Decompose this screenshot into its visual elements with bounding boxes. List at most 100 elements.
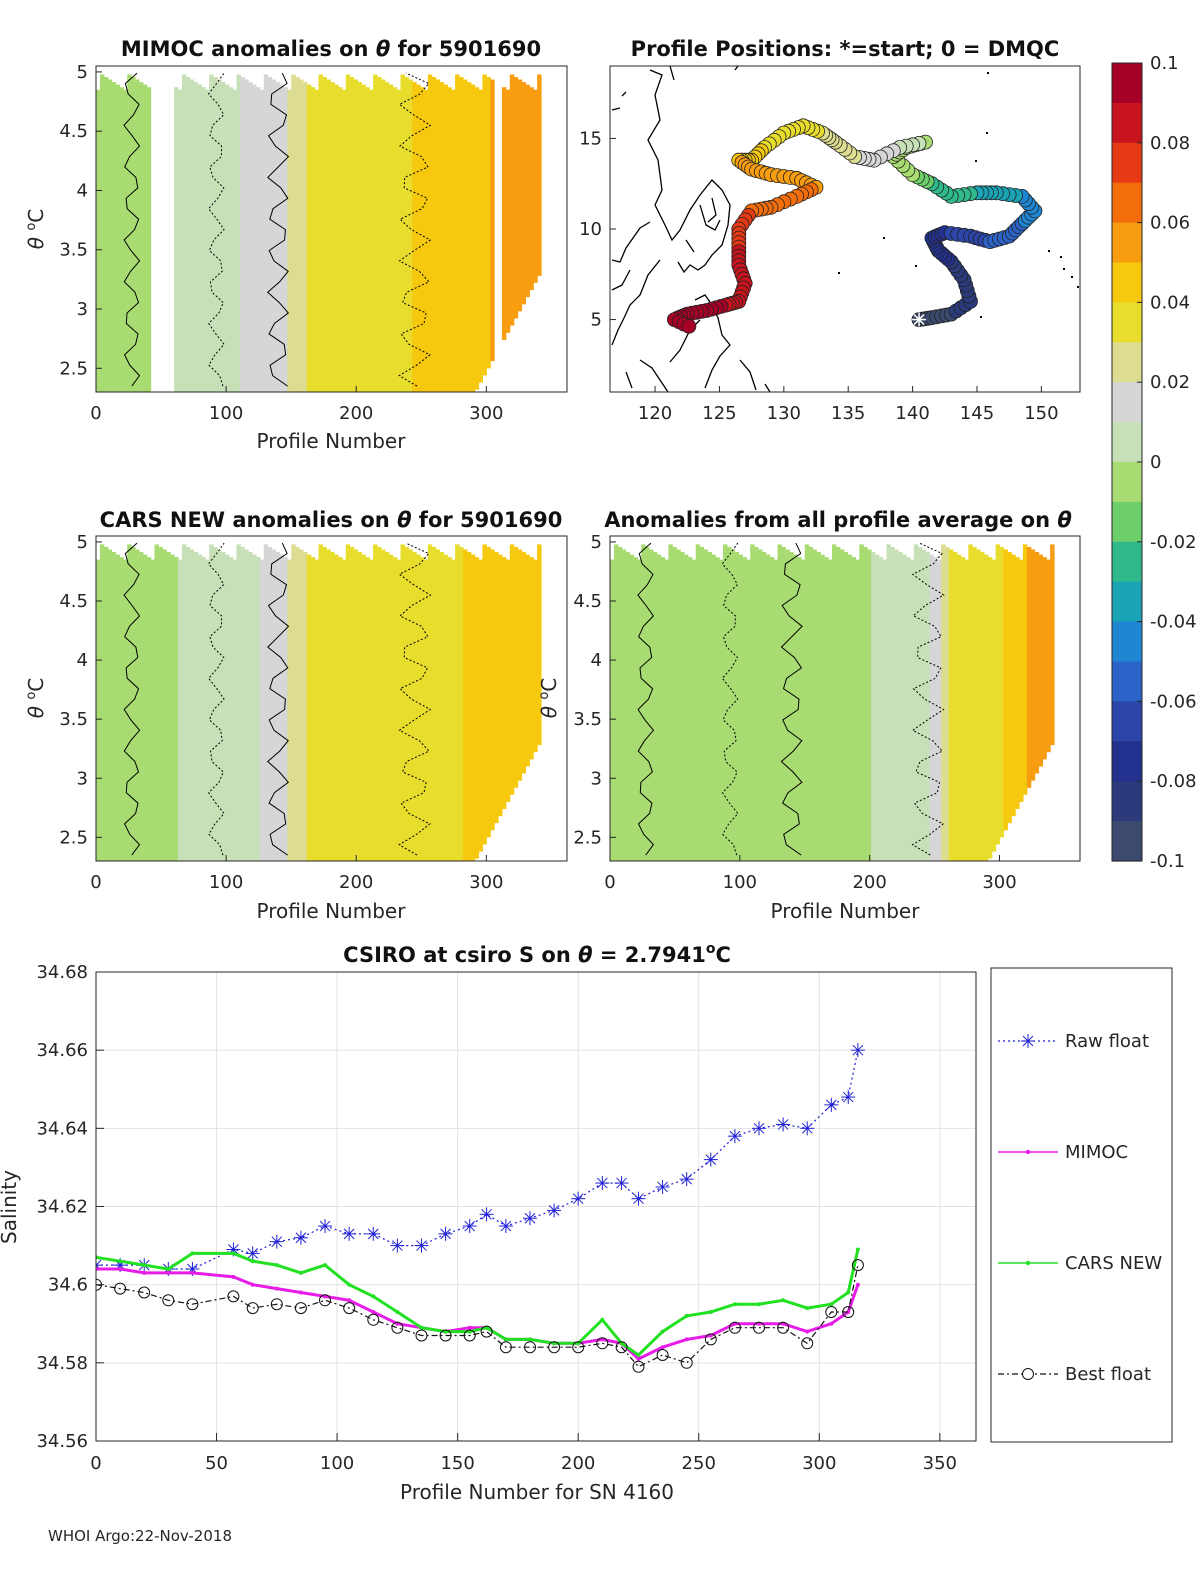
heatmap-cell xyxy=(267,77,273,392)
heatmap-cell xyxy=(189,549,195,861)
raw-float-marker xyxy=(752,1121,767,1136)
heatmap-cell xyxy=(455,74,460,392)
heatmap-cell xyxy=(964,559,969,861)
cars-title: CARS NEW anomalies on θ for 5901690 xyxy=(100,508,563,532)
x-tick-label: 200 xyxy=(852,872,886,893)
heatmap-cell xyxy=(498,554,503,817)
cars-new-marker xyxy=(636,1353,641,1357)
heatmap-cell xyxy=(1007,552,1012,824)
heatmap-cell xyxy=(517,79,523,312)
heatmap-cell xyxy=(244,549,249,861)
x-tick-label: 350 xyxy=(923,1453,957,1474)
cars-new-marker xyxy=(371,1294,376,1299)
raw-float-marker xyxy=(498,1219,513,1234)
cars-new-marker xyxy=(250,1259,255,1264)
raw-float-marker-stroke xyxy=(96,1259,102,1266)
heatmap-cell xyxy=(232,89,238,392)
heatmap-cell xyxy=(295,547,300,861)
heatmap-cell xyxy=(349,77,355,392)
heatmap-cell xyxy=(625,552,631,861)
heatmap-cell xyxy=(142,554,148,861)
heatmap-cell xyxy=(734,552,740,861)
heatmap-cell xyxy=(730,549,736,861)
colorbar-segment xyxy=(1112,102,1142,144)
heatmap-cell xyxy=(529,87,534,291)
raw-float-marker-stroke xyxy=(777,1119,789,1130)
heatmap-cell xyxy=(158,547,163,861)
heatmap-cell xyxy=(1030,549,1036,781)
x-tick-label: 300 xyxy=(469,872,503,893)
heatmap-cell xyxy=(201,87,206,392)
colorbar: 0.1 0.08 0.06 0.04 0.02 0 -0.02 -0.04 -0.06 -0.08… xyxy=(1111,53,1197,872)
heatmap-cell xyxy=(509,74,515,326)
heatmap-cell xyxy=(185,547,191,861)
heatmap-cell xyxy=(193,82,199,392)
mimoc-title: MIMOC anomalies on θ for 5901690 xyxy=(121,37,541,61)
heatmap-cell xyxy=(205,89,210,392)
mimoc-marker xyxy=(298,1290,303,1295)
colorbar-segment xyxy=(1112,581,1142,623)
heatmap-cell xyxy=(388,84,394,392)
x-tick-label: 100 xyxy=(209,872,243,893)
heatmap-cell xyxy=(256,87,261,392)
contour-line xyxy=(266,72,290,387)
raw-float-marker-stroke xyxy=(500,1220,512,1232)
raw-float-marker-stroke xyxy=(343,1228,355,1240)
heatmap-cell xyxy=(960,557,966,861)
colorbar-segment xyxy=(1112,422,1142,463)
raw-float-marker-stroke xyxy=(705,1154,717,1165)
raw-float-marker xyxy=(547,1203,562,1218)
heatmap-cell xyxy=(486,547,491,838)
legend-marker xyxy=(1022,1035,1034,1047)
cars-panel: CARS NEW anomalies on θ for 5901690 0 100… xyxy=(24,508,568,923)
heatmap-cell xyxy=(699,547,705,861)
heatmap-cell xyxy=(295,77,300,392)
raw-float-marker-stroke xyxy=(681,1173,693,1185)
best-float-marker xyxy=(367,1313,380,1326)
heatmap-cell xyxy=(322,547,327,861)
best-float-marker xyxy=(842,1306,855,1318)
cars-new-marker xyxy=(781,1298,786,1303)
cars-new-marker xyxy=(503,1337,508,1342)
mimoc-ylabel: θ oC xyxy=(24,209,48,250)
raw-float-marker xyxy=(342,1226,357,1241)
heatmap-cell xyxy=(236,74,241,392)
heatmap-cell xyxy=(972,547,977,861)
heatmap-cell xyxy=(804,544,810,861)
heatmap-cell xyxy=(913,544,919,861)
raw-float-marker-stroke xyxy=(548,1205,560,1216)
heatmap-cell xyxy=(302,82,308,392)
heatmap-cell xyxy=(758,549,763,861)
colorbar-segment xyxy=(1112,342,1142,383)
heatmap-cell xyxy=(267,547,273,861)
y-tick-label: 10 xyxy=(579,219,602,240)
heatmap-cell xyxy=(193,552,199,861)
colorbar-tick-label: 0.08 xyxy=(1150,133,1190,154)
y-tick-label: 2.5 xyxy=(573,827,602,848)
cars-new-marker xyxy=(443,1329,448,1334)
series-line-cars-new xyxy=(96,1249,860,1357)
heatmap-cell xyxy=(820,554,825,861)
y-tick-label: 3.5 xyxy=(59,240,88,261)
heatmap-cell xyxy=(991,559,997,852)
heatmap-cell xyxy=(1050,544,1055,746)
heatmap-cell xyxy=(396,559,402,861)
raw-float-marker xyxy=(703,1152,718,1167)
x-tick-label: 0 xyxy=(90,1453,101,1474)
y-tick-label: 5 xyxy=(591,310,602,331)
heatmap-cell xyxy=(466,552,472,861)
raw-float-marker xyxy=(679,1172,694,1187)
heatmap-cell xyxy=(921,549,927,861)
heatmap-cell xyxy=(299,549,304,861)
heatmap-cell xyxy=(396,89,402,392)
heatmap-cell xyxy=(416,554,421,861)
heatmap-cell xyxy=(263,74,269,392)
best-float-marker xyxy=(463,1329,476,1342)
heatmap-cell xyxy=(521,82,526,305)
cars-new-marker xyxy=(660,1329,665,1334)
heatmap-cell xyxy=(470,554,476,861)
heatmap-cell xyxy=(443,84,448,392)
raw-float-marker-stroke xyxy=(616,1177,627,1189)
series-line-raw-float xyxy=(96,1050,859,1270)
